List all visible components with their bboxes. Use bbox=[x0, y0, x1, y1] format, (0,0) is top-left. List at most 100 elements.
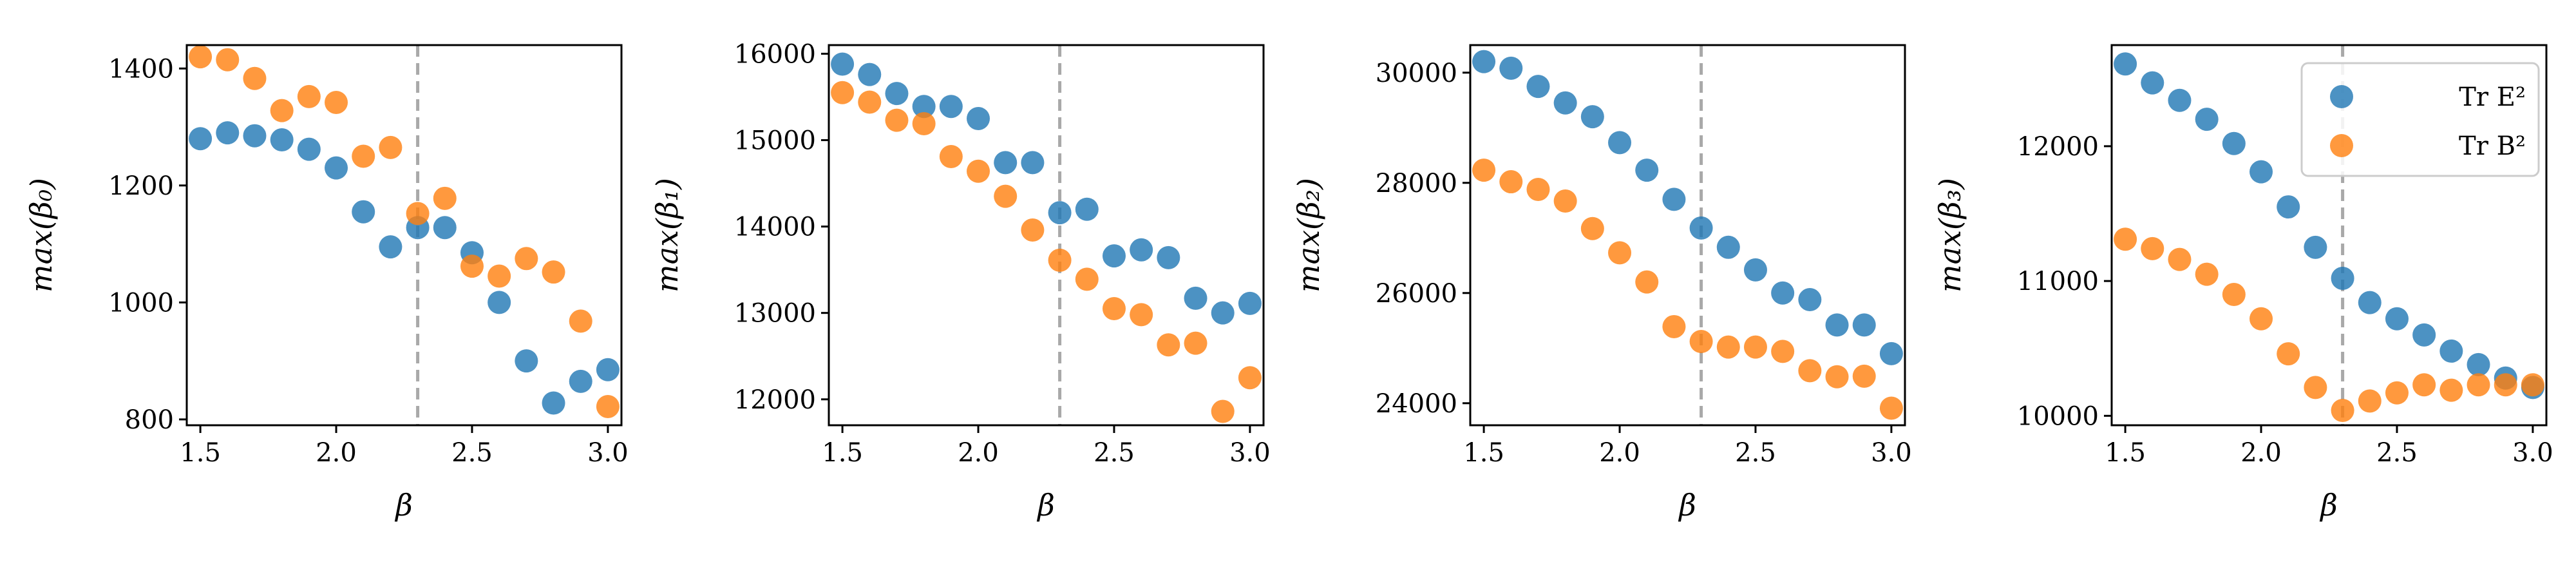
point-trE2 bbox=[270, 128, 294, 152]
x-tick-label: 1.5 bbox=[1463, 438, 1504, 468]
point-trE2 bbox=[488, 291, 511, 314]
point-trE2 bbox=[2439, 339, 2463, 363]
point-trB2 bbox=[1635, 270, 1659, 294]
point-trE2 bbox=[2331, 266, 2354, 290]
point-trB2 bbox=[1852, 364, 1876, 388]
point-trE2 bbox=[1472, 50, 1496, 73]
point-trE2 bbox=[542, 391, 565, 415]
y-tick-label: 11000 bbox=[2017, 267, 2099, 296]
point-trE2 bbox=[1130, 238, 1153, 262]
point-trE2 bbox=[1743, 258, 1767, 282]
chart-panel-0: 1.5 2.0 2.5 3.0 800 1000 1200 1400 β max(β₀) bbox=[24, 44, 629, 523]
point-trE2 bbox=[2277, 195, 2300, 219]
point-trB2 bbox=[2331, 398, 2354, 422]
point-trE2 bbox=[1211, 301, 1235, 325]
point-trB2 bbox=[2249, 307, 2273, 331]
point-trB2 bbox=[488, 264, 511, 288]
point-trB2 bbox=[406, 202, 430, 226]
y-tick-label: 13000 bbox=[734, 299, 816, 329]
point-trB2 bbox=[1238, 366, 1262, 390]
point-trB2 bbox=[216, 48, 240, 72]
x-tick-label: 1.5 bbox=[822, 438, 863, 468]
point-trE2 bbox=[1608, 131, 1632, 155]
y-tick-label: 1000 bbox=[108, 288, 174, 318]
point-trB2 bbox=[912, 112, 936, 136]
y-tick-label: 1200 bbox=[108, 171, 174, 201]
point-trB2 bbox=[2521, 373, 2544, 397]
point-trE2 bbox=[1526, 75, 1550, 99]
point-trB2 bbox=[2412, 373, 2436, 397]
plot-frame bbox=[2110, 44, 2548, 427]
point-trB2 bbox=[1580, 216, 1604, 240]
point-trB2 bbox=[2467, 373, 2490, 397]
point-trE2 bbox=[1716, 235, 1740, 259]
point-trE2 bbox=[1771, 281, 1795, 305]
point-trE2 bbox=[569, 369, 592, 393]
chart-panel-3: 1.5 2.0 2.5 3.0 10000 11000 12000 β max(β₃) Tr E²… bbox=[1933, 44, 2553, 523]
point-trB2 bbox=[1526, 178, 1550, 202]
x-tick-label: 2.5 bbox=[1094, 438, 1135, 468]
x-axis-label: β bbox=[1678, 488, 1696, 523]
point-trB2 bbox=[2494, 373, 2517, 397]
point-trB2 bbox=[1771, 340, 1795, 363]
x-tick-label: 2.5 bbox=[2376, 438, 2418, 468]
point-trB2 bbox=[270, 99, 294, 122]
point-trB2 bbox=[596, 394, 620, 418]
point-trB2 bbox=[1021, 218, 1045, 242]
x-tick-label: 2.5 bbox=[451, 438, 493, 468]
point-trE2 bbox=[2358, 291, 2382, 314]
legend-label-trB2: Tr B² bbox=[2459, 131, 2526, 161]
point-trE2 bbox=[2304, 235, 2327, 259]
y-axis-label: max(β₂) bbox=[1291, 178, 1326, 293]
point-trE2 bbox=[2195, 108, 2219, 131]
point-trE2 bbox=[858, 62, 882, 86]
point-trE2 bbox=[2467, 352, 2490, 376]
point-trE2 bbox=[1825, 313, 1849, 337]
point-trE2 bbox=[1499, 56, 1523, 80]
point-trB2 bbox=[1102, 296, 1126, 320]
point-trB2 bbox=[1130, 303, 1153, 327]
point-trB2 bbox=[1472, 159, 1496, 182]
point-trE2 bbox=[1238, 291, 1262, 315]
point-trE2 bbox=[325, 156, 348, 180]
plot-frame bbox=[1469, 44, 1906, 427]
point-trE2 bbox=[885, 82, 909, 106]
x-tick-label: 3.0 bbox=[1871, 438, 1912, 468]
point-trB2 bbox=[2304, 376, 2327, 399]
point-trE2 bbox=[967, 106, 990, 130]
point-trE2 bbox=[2222, 131, 2246, 155]
point-trE2 bbox=[297, 137, 321, 161]
y-tick-label: 16000 bbox=[734, 39, 816, 69]
y-tick-label: 15000 bbox=[734, 126, 816, 156]
y-tick-label: 12000 bbox=[2017, 132, 2099, 162]
point-trE2 bbox=[596, 358, 620, 381]
point-trE2 bbox=[1553, 91, 1577, 115]
point-trB2 bbox=[885, 108, 909, 132]
y-axis-label: max(β₁) bbox=[650, 178, 685, 293]
y-tick-label: 14000 bbox=[734, 213, 816, 242]
point-trE2 bbox=[1184, 286, 1208, 310]
point-trB2 bbox=[352, 144, 375, 168]
point-trB2 bbox=[1211, 399, 1235, 423]
point-trE2 bbox=[2114, 52, 2137, 76]
point-trE2 bbox=[1635, 159, 1659, 182]
point-trE2 bbox=[994, 151, 1018, 175]
x-tick-label: 2.5 bbox=[1735, 438, 1776, 468]
point-trB2 bbox=[2358, 389, 2382, 413]
point-trE2 bbox=[1689, 216, 1713, 240]
point-trB2 bbox=[2385, 381, 2409, 405]
x-axis-label: β bbox=[1036, 488, 1055, 523]
legend-marker-trB2 bbox=[2330, 134, 2353, 157]
point-trB2 bbox=[433, 186, 457, 210]
point-trB2 bbox=[1608, 241, 1632, 265]
point-trB2 bbox=[994, 184, 1018, 208]
x-tick-label: 3.0 bbox=[587, 438, 629, 468]
point-trB2 bbox=[1879, 396, 1903, 420]
x-tick-label: 3.0 bbox=[2512, 438, 2553, 468]
y-tick-label: 800 bbox=[125, 405, 174, 435]
point-trB2 bbox=[189, 45, 213, 69]
point-trB2 bbox=[1689, 330, 1713, 354]
point-trB2 bbox=[2114, 227, 2137, 251]
chart-panel-2: 1.5 2.0 2.5 3.0 24000 26000 28000 30000 β max(β₂) bbox=[1291, 44, 1912, 523]
